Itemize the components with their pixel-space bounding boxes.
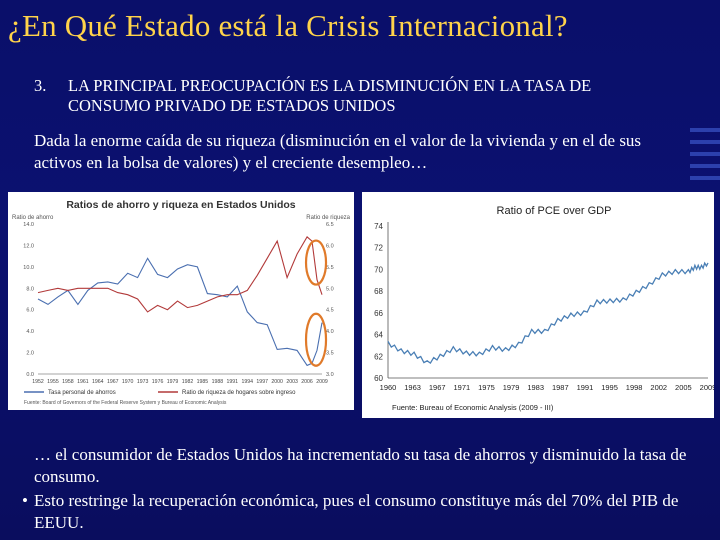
x-tick-label: 1991 [227, 379, 239, 385]
chart-title: Ratio of PCE over GDP [497, 205, 612, 217]
legend-label-savings: Tasa personal de ahorros [48, 390, 116, 396]
series-line-wealth [37, 236, 323, 313]
highlight-circle-savings [304, 312, 328, 367]
left-tick-label: 10.0 [23, 265, 34, 271]
x-tick-label: 2003 [286, 379, 298, 385]
x-tick-label: 1975 [478, 383, 495, 392]
left-axis-label: Ratio de ahorro [12, 215, 54, 221]
point-text: LA PRINCIPAL PREOCUPACIÓN ES LA DISMINUC… [68, 76, 592, 115]
right-tick-label: 5.5 [326, 265, 334, 271]
y-tick-label: 74 [374, 222, 383, 231]
chart-source: Fuente: Bureau of Economic Analysis (200… [392, 403, 554, 412]
slide-title: ¿En Qué Estado está la Crisis Internacio… [8, 8, 568, 43]
right-tick-label: 6.5 [326, 222, 334, 228]
x-tick-label: 1987 [552, 383, 569, 392]
chart-source: Fuente: Board of Governors of the Federa… [24, 400, 227, 406]
x-tick-label: 1963 [404, 383, 421, 392]
x-tick-label: 1961 [77, 379, 89, 385]
y-tick-label: 72 [374, 244, 383, 253]
y-tick-label: 70 [374, 265, 383, 274]
conclusion-block: … el consumidor de Estados Unidos ha inc… [22, 444, 694, 534]
bullet-item: • Esto restringe la recuperación económi… [22, 490, 694, 534]
right-tick-label: 4.0 [326, 329, 334, 335]
y-tick-label: 64 [374, 331, 383, 340]
numbered-point: 3. LA PRINCIPAL PREOCUPACIÓN ES LA DISMI… [34, 76, 674, 116]
x-tick-label: 2002 [650, 383, 667, 392]
x-tick-label: 2000 [271, 379, 283, 385]
x-tick-label: 1997 [256, 379, 268, 385]
x-tick-label: 1976 [152, 379, 164, 385]
left-tick-label: 8.0 [26, 286, 34, 292]
left-tick-label: 2.0 [26, 351, 34, 357]
background-decoration [690, 120, 720, 240]
x-tick-label: 1960 [380, 383, 397, 392]
savings-wealth-chart-svg: Ratios de ahorro y riqueza en Estados Un… [12, 199, 351, 406]
left-tick-label: 6.0 [26, 308, 34, 314]
x-tick-label: 2005 [675, 383, 692, 392]
x-tick-label: 1970 [122, 379, 134, 385]
y-tick-label: 68 [374, 287, 383, 296]
left-tick-label: 12.0 [23, 243, 34, 249]
x-tick-label: 1964 [92, 379, 104, 385]
y-tick-label: 60 [374, 374, 383, 383]
right-tick-label: 5.0 [326, 286, 334, 292]
x-tick-label: 2009 [700, 383, 714, 392]
chart-title: Ratios de ahorro y riqueza en Estados Un… [66, 199, 295, 211]
y-tick-label: 66 [374, 309, 383, 318]
x-tick-label: 1973 [137, 379, 149, 385]
x-tick-label: 1982 [182, 379, 194, 385]
x-tick-label: 1979 [503, 383, 520, 392]
x-tick-label: 1979 [167, 379, 179, 385]
right-tick-label: 3.0 [326, 372, 334, 378]
intro-paragraph: Dada la enorme caída de su riqueza (dism… [34, 131, 642, 172]
right-axis-label: Ratio de riqueza [306, 215, 350, 221]
conclusion-text: … el consumidor de Estados Unidos ha inc… [34, 445, 687, 486]
x-tick-label: 1995 [601, 383, 618, 392]
x-tick-label: 1952 [32, 379, 44, 385]
x-tick-label: 1967 [107, 379, 119, 385]
pce-gdp-chart: Ratio of PCE over GDP 74 72 70 68 66 64 62 60 196… [362, 192, 714, 418]
bullet-symbol: • [22, 491, 28, 510]
x-tick-label: 1955 [47, 379, 59, 385]
highlight-circle-wealth [304, 239, 328, 286]
x-tick-label: 1983 [527, 383, 544, 392]
left-tick-label: 4.0 [26, 329, 34, 335]
x-tick-label: 1991 [577, 383, 594, 392]
x-tick-label: 1985 [197, 379, 209, 385]
x-tick-label: 1994 [241, 379, 253, 385]
series-line-savings [37, 257, 323, 367]
y-tick-label: 62 [374, 352, 383, 361]
series-line-pce-gdp [387, 261, 709, 365]
x-tick-label: 1998 [626, 383, 643, 392]
x-tick-label: 1988 [212, 379, 224, 385]
point-number: 3. [34, 76, 47, 95]
legend-label-wealth: Ratio de riqueza de hogares sobre ingres… [182, 390, 296, 396]
savings-wealth-chart: Ratios de ahorro y riqueza en Estados Un… [8, 192, 354, 410]
x-tick-label: 2006 [301, 379, 313, 385]
bullet-text: Esto restringe la recuperación económica… [34, 491, 679, 532]
right-tick-label: 6.0 [326, 243, 334, 249]
x-tick-label: 1971 [454, 383, 471, 392]
left-tick-label: 0.0 [26, 372, 34, 378]
x-tick-label: 1967 [429, 383, 446, 392]
x-tick-label: 1958 [62, 379, 74, 385]
right-tick-label: 3.5 [326, 351, 334, 357]
pce-gdp-chart-svg: Ratio of PCE over GDP7472706866646260196… [374, 205, 714, 412]
right-tick-label: 4.5 [326, 308, 334, 314]
left-tick-label: 14.0 [23, 222, 34, 228]
x-tick-label: 2009 [316, 379, 328, 385]
